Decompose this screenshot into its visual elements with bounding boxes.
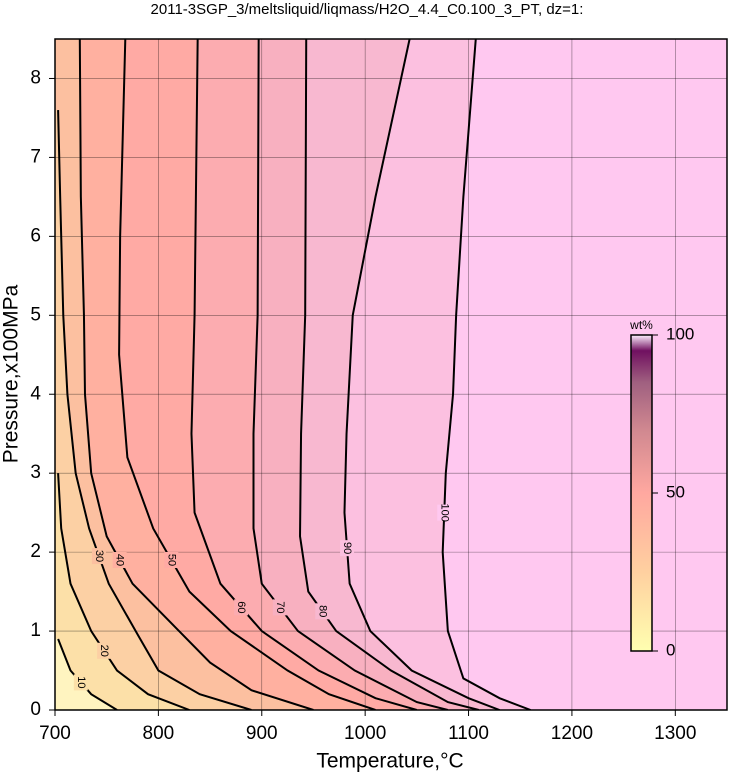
x-tick-label: 1200 xyxy=(551,723,593,744)
y-tick-label: 1 xyxy=(30,620,41,641)
contour-label: 10 xyxy=(75,676,87,688)
contour-line xyxy=(57,473,190,710)
contour-label: 60 xyxy=(235,601,247,613)
plot-area: 10 20 30 40 50 60 70 80 90 100 xyxy=(55,39,727,710)
x-tick-label: 1100 xyxy=(448,723,489,744)
colorbar-label: wt% xyxy=(629,318,653,332)
y-tick-label: 3 xyxy=(30,462,41,483)
y-tick-label: 5 xyxy=(30,304,41,325)
contour-line xyxy=(78,39,314,710)
contour-label: 50 xyxy=(165,554,177,566)
contour-line xyxy=(299,39,480,710)
x-tick-label: 700 xyxy=(39,723,71,744)
contour-label: 30 xyxy=(93,550,105,562)
y-tick-label: 2 xyxy=(30,541,41,562)
y-tick-label: 7 xyxy=(30,146,41,167)
colorbar-tick-label: 0 xyxy=(666,640,675,659)
contour-line xyxy=(190,39,418,710)
x-tick-label: 800 xyxy=(143,723,175,744)
y-tick-label: 0 xyxy=(30,699,41,720)
contour-label: 80 xyxy=(316,605,328,617)
x-tick-label: 1300 xyxy=(654,723,696,744)
contour-label: 70 xyxy=(274,601,286,613)
chart-title: 2011-3SGP_3/meltsliquid/liqmass/H2O_4.4_… xyxy=(151,1,584,18)
contour-line xyxy=(57,110,252,710)
x-tick-label: 900 xyxy=(246,723,278,744)
colorbar-tick-label: 100 xyxy=(666,324,694,343)
y-axis-label: Pressure,x100MPa xyxy=(0,284,23,463)
x-tick-label: 1000 xyxy=(344,723,386,744)
x-axis-label: Temperature,°C xyxy=(316,750,463,773)
contour-label: 100 xyxy=(438,503,450,521)
contour-label: 90 xyxy=(341,542,353,554)
contour-fill xyxy=(442,39,727,710)
contour-line xyxy=(252,39,449,710)
y-tick-label: 6 xyxy=(30,225,41,246)
y-tick-label: 8 xyxy=(30,67,41,88)
contour-label: 20 xyxy=(98,645,110,657)
y-tick-label: 4 xyxy=(30,383,41,404)
colorbar-tick-label: 50 xyxy=(666,482,685,501)
contour-label: 40 xyxy=(114,554,126,566)
overlay: 700 800 900 1000 1100 1200 1300 0 1 2 3 4 5 6 7 8 wt% 0 50… xyxy=(30,38,728,744)
colorbar xyxy=(630,334,653,652)
plot-frame xyxy=(54,38,728,711)
